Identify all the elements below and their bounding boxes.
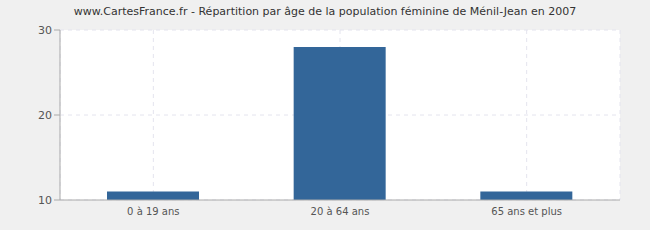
- svg-text:10: 10: [38, 194, 52, 207]
- svg-text:20: 20: [38, 109, 52, 122]
- svg-text:65 ans et plus: 65 ans et plus: [491, 206, 562, 217]
- svg-text:0 à 19 ans: 0 à 19 ans: [127, 206, 179, 217]
- svg-text:20 à 64 ans: 20 à 64 ans: [311, 206, 370, 217]
- html-text:www.CartesFrance.fr - Répartit: www.CartesFrance.fr - Répartition par âg…: [73, 5, 577, 18]
- svg-text:30: 30: [38, 24, 52, 37]
